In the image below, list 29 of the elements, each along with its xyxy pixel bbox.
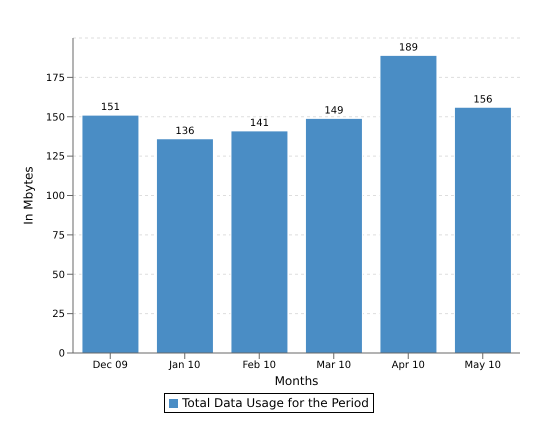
bar: [379, 54, 438, 353]
x-tick-label: Mar 10: [316, 360, 352, 372]
y-tick-label: 125: [46, 152, 65, 163]
bar: [81, 114, 140, 353]
y-tick-label: 100: [46, 191, 65, 202]
x-axis-title: Months: [274, 374, 318, 388]
x-tick-label: Feb 10: [242, 360, 276, 372]
y-tick-label: 0: [58, 348, 65, 360]
data-label: 141: [250, 118, 269, 129]
y-tick-label: 175: [46, 72, 65, 84]
data-label: 189: [398, 42, 418, 54]
y-tick-label: 150: [46, 112, 65, 124]
y-tick-label: 75: [52, 230, 65, 242]
bar: [230, 130, 288, 353]
bar: [304, 118, 363, 353]
y-tick-label: 50: [52, 270, 65, 281]
text: Total Data Usage for the Period: [181, 396, 369, 410]
bar: [156, 138, 214, 353]
x-tick-label: Apr 10: [392, 360, 425, 372]
data-label: 149: [324, 105, 344, 116]
x-tick-label: May 10: [464, 360, 502, 372]
bar: [454, 106, 512, 353]
x-tick-label: Jan 10: [168, 360, 200, 372]
data-label: 156: [473, 94, 492, 106]
data-label: 136: [175, 126, 194, 137]
data-label: 151: [100, 102, 120, 114]
x-tick-label: Dec 09: [92, 360, 128, 372]
y-axis-title: In Mbytes: [21, 166, 36, 225]
y-tick-label: 25: [52, 309, 65, 320]
